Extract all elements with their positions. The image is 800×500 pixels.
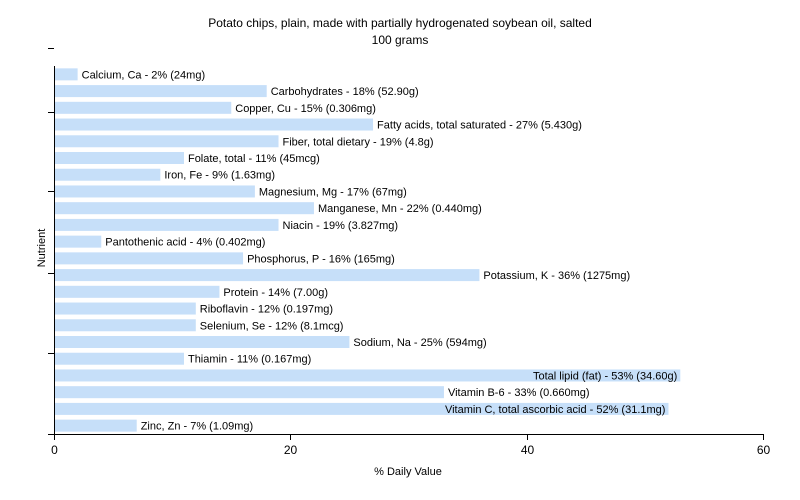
bar [54, 369, 681, 382]
bar [54, 235, 102, 248]
bar-label: Potassium, K - 36% (1275mg) [483, 270, 630, 282]
bar [54, 285, 220, 298]
x-tick-label: 60 [757, 443, 771, 457]
bar [54, 168, 161, 181]
bar-label: Riboflavin - 12% (0.197mg) [200, 304, 333, 316]
x-axis-label: % Daily Value [374, 466, 442, 478]
bar-label: Zinc, Zn - 7% (1.09mg) [141, 421, 253, 433]
bar-label: Phosphorus, P - 16% (165mg) [247, 253, 395, 265]
bar [54, 68, 78, 81]
bar [54, 302, 196, 315]
bar-label: Calcium, Ca - 2% (24mg) [82, 69, 205, 81]
bar [54, 319, 196, 332]
bar-label: Selenium, Se - 12% (8.1mcg) [200, 320, 344, 332]
bar [54, 419, 137, 432]
bar [54, 352, 184, 365]
bar [54, 185, 255, 198]
bar [54, 85, 267, 98]
bar-label: Manganese, Mn - 22% (0.440mg) [318, 203, 482, 215]
bar-label: Folate, total - 11% (45mcg) [188, 153, 320, 165]
bar-label: Iron, Fe - 9% (1.63mg) [164, 170, 275, 182]
bar [54, 269, 480, 282]
bar-label: Vitamin B-6 - 33% (0.660mg) [448, 387, 590, 399]
bar-label: Carbohydrates - 18% (52.90g) [271, 86, 419, 98]
x-tick-label: 20 [284, 443, 298, 457]
bar [54, 135, 279, 148]
bar [54, 386, 444, 399]
bar-label: Pantothenic acid - 4% (0.402mg) [105, 237, 265, 249]
x-tick-label: 40 [521, 443, 535, 457]
x-tick-label: 0 [51, 443, 58, 457]
bar [54, 202, 314, 215]
bar-label: Vitamin C, total ascorbic acid - 52% (31… [445, 404, 666, 416]
chart-subtitle: 100 grams [371, 33, 429, 47]
chart-title: Potato chips, plain, made with partially… [208, 16, 592, 30]
bar [54, 218, 279, 231]
bar-label: Sodium, Na - 25% (594mg) [353, 337, 486, 349]
bar-label: Copper, Cu - 15% (0.306mg) [235, 103, 376, 115]
bar [54, 336, 350, 348]
bar-label: Fiber, total dietary - 19% (4.8g) [283, 136, 434, 148]
bar-label: Niacin - 19% (3.827mg) [283, 220, 399, 232]
y-axis-label: Nutrient [36, 228, 48, 268]
bar-label: Thiamin - 11% (0.167mg) [188, 354, 311, 366]
bar [54, 118, 374, 131]
bar-label: Protein - 14% (7.00g) [223, 287, 328, 299]
bar [54, 101, 232, 114]
bar [54, 152, 184, 164]
bar [54, 402, 669, 415]
bar-label: Magnesium, Mg - 17% (67mg) [259, 186, 407, 198]
bar [54, 252, 244, 265]
bar-label: Total lipid (fat) - 53% (34.60g) [533, 370, 677, 382]
bar-label: Fatty acids, total saturated - 27% (5.43… [377, 120, 582, 132]
